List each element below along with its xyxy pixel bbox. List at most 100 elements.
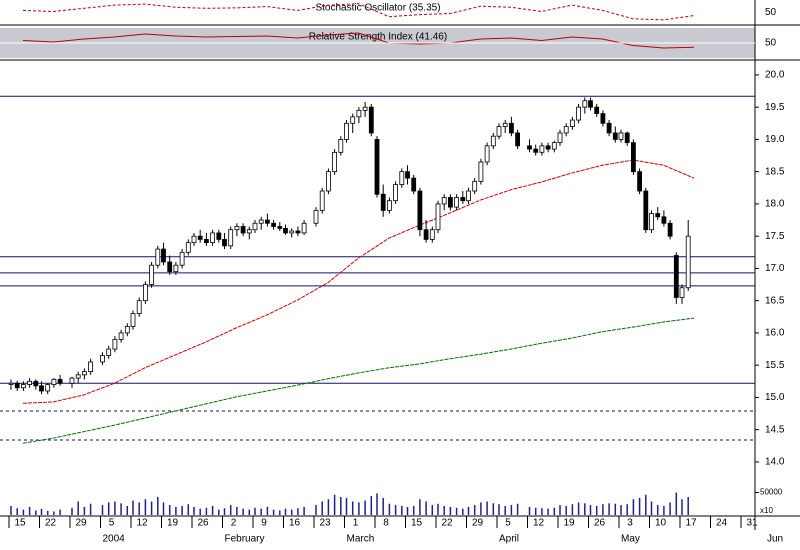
candle-body <box>112 338 118 350</box>
candle-body <box>130 313 136 327</box>
candle-body <box>539 145 545 153</box>
candle-body <box>252 222 258 231</box>
candle-body <box>380 193 386 211</box>
candle-body <box>277 226 283 229</box>
candle-body <box>197 235 203 240</box>
candle-body <box>588 100 593 108</box>
candle-body <box>508 122 514 134</box>
candle-body <box>88 361 93 373</box>
candle-body <box>386 200 392 211</box>
x-tick-label: 31 <box>746 518 758 529</box>
candle-body <box>606 122 612 134</box>
candle-body <box>118 332 124 340</box>
candle-body <box>295 230 301 234</box>
candle-body <box>69 377 75 384</box>
candle-body <box>490 135 496 147</box>
volume-unit: x10 <box>760 506 773 515</box>
candle-body <box>240 226 246 234</box>
rsi-line <box>22 32 695 49</box>
candle-body <box>484 145 490 163</box>
month-label: April <box>499 534 519 545</box>
y-tick-label: 17.0 <box>765 263 785 274</box>
candle-body <box>57 378 63 384</box>
candle-body <box>570 119 575 127</box>
candle-body <box>417 190 423 231</box>
candle-body <box>234 226 240 231</box>
candle-body <box>515 132 520 147</box>
candle-body <box>600 113 606 124</box>
candle-body <box>185 242 191 253</box>
x-tick-label: 1 <box>353 518 359 529</box>
candle-body <box>673 255 679 298</box>
y-tick-label: 14.0 <box>765 457 785 468</box>
candle-body <box>685 235 691 289</box>
x-tick-label: 12 <box>533 518 545 529</box>
candle-body <box>637 171 642 192</box>
candle-body <box>612 132 618 140</box>
candle-body <box>655 213 661 218</box>
candle-body <box>472 180 478 192</box>
x-tick-label: 12 <box>136 518 148 529</box>
y-tick-label: 19.0 <box>765 134 785 145</box>
candle-body <box>423 229 429 240</box>
rsi-title: Relative Strength Index (41.46) <box>309 32 447 43</box>
candle-body <box>624 132 630 144</box>
candle-body <box>551 142 557 150</box>
candle-body <box>667 222 673 237</box>
x-tick-label: 22 <box>45 518 57 529</box>
candle-body <box>460 197 466 202</box>
candle-body <box>33 380 39 387</box>
x-tick-label: 10 <box>655 518 667 529</box>
volume-tick-label: 50000 <box>760 488 783 497</box>
candle-body <box>338 139 344 153</box>
candle-body <box>106 348 112 356</box>
candle-body <box>142 284 148 302</box>
y-tick-label: 50 <box>765 7 777 18</box>
x-tick-label: 19 <box>563 518 575 529</box>
candle-body <box>319 190 325 211</box>
candle-body <box>679 287 685 298</box>
candle-body <box>191 235 197 244</box>
candle-body <box>594 106 600 115</box>
candle-body <box>27 380 33 385</box>
x-tick-label: 29 <box>472 518 484 529</box>
candle-body <box>411 177 417 192</box>
candle-body <box>643 190 649 231</box>
candle-body <box>466 190 471 202</box>
candle-body <box>228 229 234 247</box>
x-tick-label: 5 <box>505 518 511 529</box>
candle-body <box>356 109 362 118</box>
candle-body <box>173 264 179 273</box>
candle-body <box>332 151 338 173</box>
candle-body <box>39 385 44 392</box>
candle-body <box>222 238 227 247</box>
candle-body <box>441 197 447 205</box>
candle-body <box>368 106 374 134</box>
candle-body <box>149 264 155 285</box>
candle-body <box>325 171 331 192</box>
x-tick-label: 15 <box>411 518 423 529</box>
y-tick-label: 14.5 <box>765 424 785 435</box>
candle-body <box>563 126 569 134</box>
candle-body <box>155 248 161 266</box>
x-tick-label: 26 <box>197 518 209 529</box>
candle-body <box>374 139 380 195</box>
x-tick-label: 17 <box>685 518 697 529</box>
candle-body <box>301 222 307 234</box>
candle-body <box>576 106 581 121</box>
candle-body <box>179 251 185 266</box>
candle-body <box>203 238 209 244</box>
candle-body <box>350 116 356 124</box>
month-label: 2004 <box>103 534 126 545</box>
candle-body <box>161 248 166 263</box>
candle-body <box>582 100 588 108</box>
candle-body <box>283 228 288 234</box>
candle-body <box>20 384 26 389</box>
candle-body <box>557 132 563 144</box>
y-tick-label: 17.5 <box>765 231 785 242</box>
y-tick-label: 20.0 <box>765 70 785 81</box>
x-tick-label: 26 <box>594 518 606 529</box>
candle-body <box>258 219 264 224</box>
